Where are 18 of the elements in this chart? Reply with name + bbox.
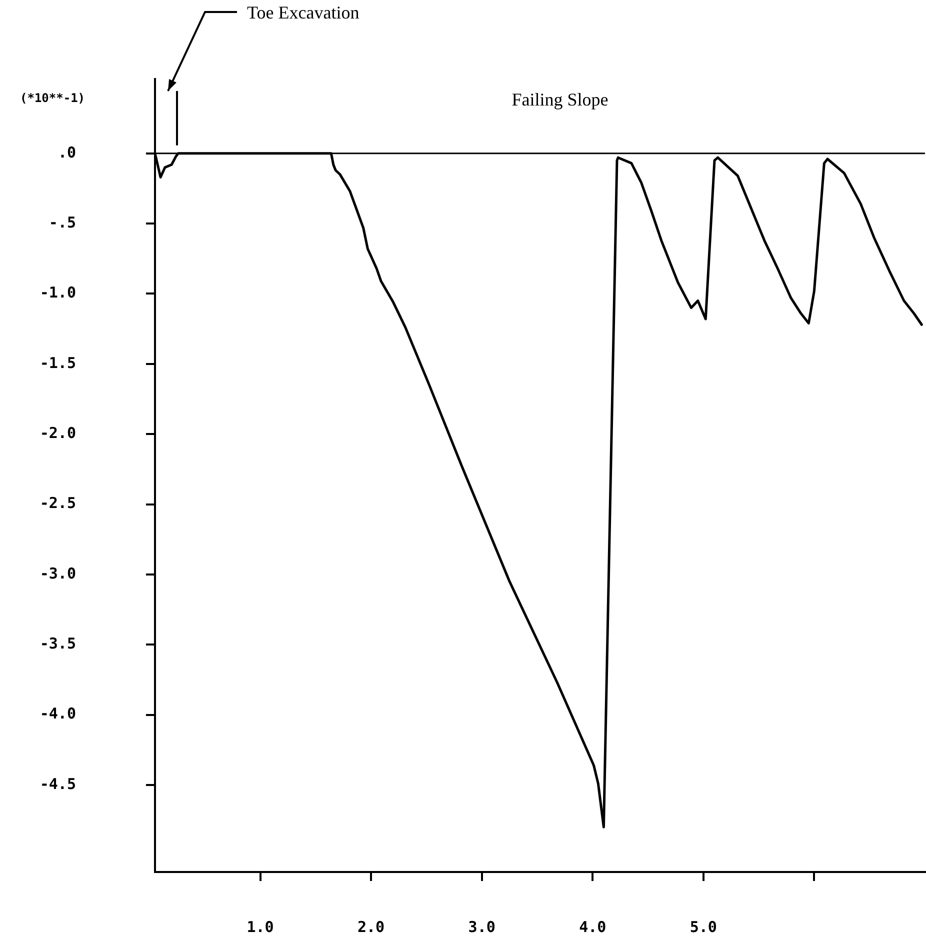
y-tick-label: -2.5	[40, 494, 76, 512]
y-tick-label: -2.0	[40, 424, 76, 442]
text: Toe Excavation	[247, 2, 360, 23]
y-tick-label: -4.0	[40, 704, 76, 723]
x-tick-label: 1.0	[246, 918, 274, 936]
y-tick-label: -4.5	[40, 774, 76, 793]
x-tick-label: 3.0	[468, 918, 496, 936]
x-tick-label: 5.0	[690, 918, 717, 936]
x-tick-label: 4.0	[579, 918, 606, 936]
text: Failing Slope	[512, 90, 608, 110]
x-tick-label: 2.0	[357, 918, 385, 936]
y-tick-label: -3.0	[40, 564, 76, 582]
y-axis-title: (*10**-1)	[20, 91, 86, 106]
y-tick-label: -.5	[48, 213, 76, 232]
y-tick-label: -1.5	[40, 354, 76, 372]
y-tick-label: .0	[58, 143, 76, 162]
y-tick-label: -1.0	[40, 284, 76, 302]
y-tick-label: -3.5	[40, 634, 76, 653]
